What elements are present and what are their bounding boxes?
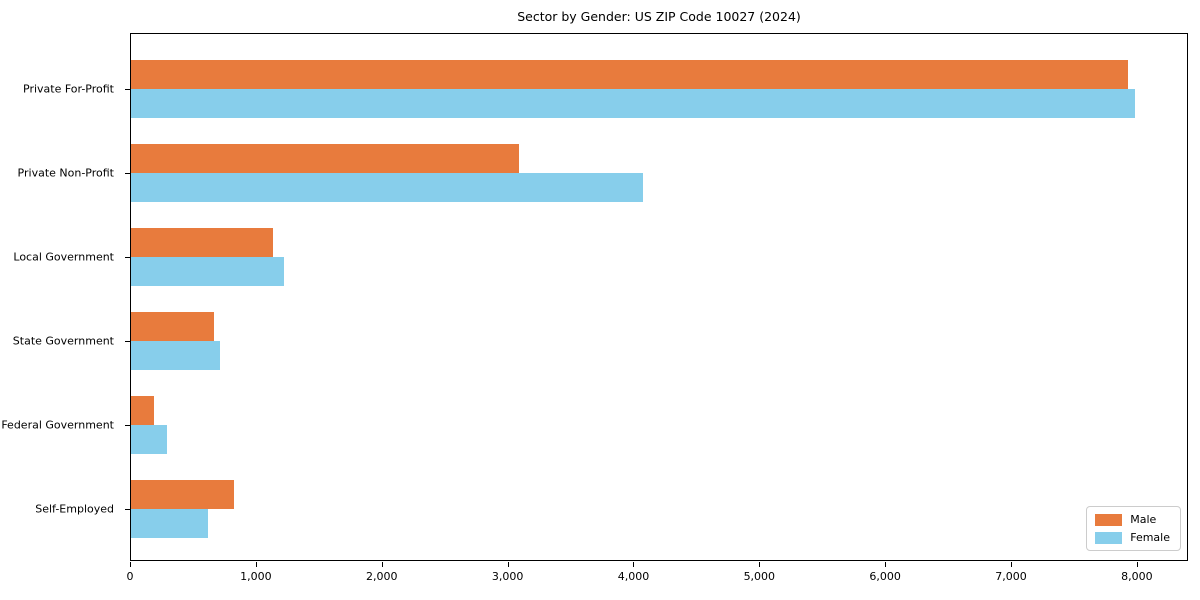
bar-female-2	[131, 257, 284, 286]
bar-female-5	[131, 509, 208, 538]
legend-label: Female	[1130, 531, 1170, 544]
y-tick-mark	[125, 425, 131, 426]
y-tick-label: Local Government	[13, 250, 114, 264]
x-tick-mark	[255, 562, 257, 567]
y-tick-mark	[125, 89, 131, 90]
y-tick-mark	[125, 509, 131, 510]
x-tick-label: 3,000	[491, 570, 524, 583]
bar-male-4	[131, 396, 155, 425]
bar-male-2	[131, 228, 274, 257]
legend-item-female: Female	[1095, 531, 1170, 544]
y-tick-mark	[125, 341, 131, 342]
x-axis: 0 1,000 2,000 3,000 4,000 5,000 6,000 7,000 8,00…	[126, 561, 1188, 591]
chart-title: Sector by Gender: US ZIP Code 10027 (202…	[517, 9, 801, 24]
bar-female-3	[131, 341, 220, 370]
x-tick-mark	[1136, 562, 1138, 567]
x-tick-mark	[885, 562, 887, 567]
x-tick-label: 0	[126, 570, 134, 583]
legend-label: Male	[1130, 513, 1157, 526]
x-tick-label: 4,000	[617, 570, 650, 583]
x-tick-label: 5,000	[743, 570, 776, 583]
y-tick-label: Private For-Profit	[23, 82, 114, 96]
y-tick-label: Private Non-Profit	[17, 166, 114, 180]
x-tick-mark	[1011, 562, 1013, 567]
plot-area: Male Female	[125, 33, 1188, 561]
legend-swatch-male	[1095, 513, 1123, 526]
legend: Male Female	[1086, 506, 1181, 551]
x-tick-mark	[633, 562, 635, 567]
x-tick-label: 8,000	[1121, 570, 1153, 583]
x-tick-mark	[759, 562, 761, 567]
x-tick-label: 1,000	[240, 570, 272, 583]
bar-male-5	[131, 480, 234, 509]
y-axis-labels: Private For-Profit Private Non-Profit Loca…	[0, 33, 122, 561]
legend-swatch-female	[1095, 531, 1123, 544]
y-tick-label: Federal Government	[1, 418, 114, 432]
bar-female-1	[131, 173, 644, 202]
x-tick-label: 2,000	[365, 570, 398, 583]
bar-male-0	[131, 60, 1128, 89]
bar-female-0	[131, 89, 1136, 118]
x-tick-label: 7,000	[995, 570, 1027, 583]
x-tick-mark	[381, 562, 383, 567]
bar-male-1	[131, 144, 519, 173]
x-tick-label: 6,000	[869, 570, 901, 583]
x-tick-mark	[130, 562, 131, 567]
y-tick-mark	[125, 257, 131, 258]
x-tick-mark	[507, 562, 509, 567]
y-tick-mark	[125, 173, 131, 174]
bar-male-3	[131, 312, 215, 341]
y-tick-label: Self-Employed	[35, 502, 114, 516]
legend-item-male: Male	[1095, 513, 1170, 526]
bar-female-4	[131, 425, 167, 454]
y-tick-label: State Government	[12, 334, 114, 348]
